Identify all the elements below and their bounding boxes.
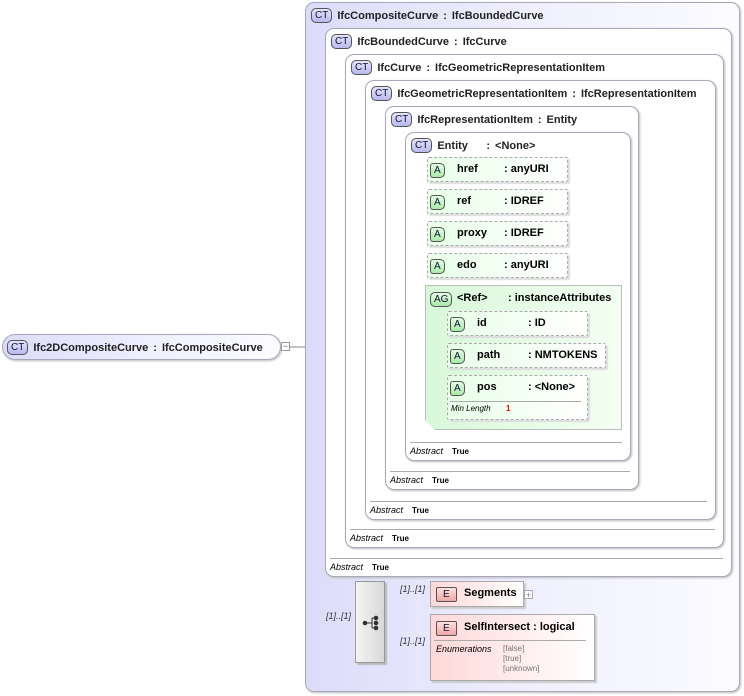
- type-name: IfcBoundedCurve: [357, 35, 450, 48]
- abstract-value: True: [432, 476, 449, 485]
- attribute-badge-icon: A: [430, 259, 445, 274]
- abstract-label: Abstract: [350, 533, 384, 543]
- abstract-value: True: [452, 447, 469, 456]
- attribute-group-type: instanceAttributes: [514, 292, 612, 304]
- enum-value: [true]: [503, 654, 522, 663]
- enum-value: [false]: [503, 644, 525, 653]
- attribute-badge-icon: A: [430, 163, 445, 178]
- complex-type-badge-icon: CT: [371, 86, 393, 101]
- base-type: IfcCurve: [462, 35, 507, 48]
- complex-type-badge-icon: CT: [311, 8, 333, 23]
- element-cardinality: [1]..[1]: [400, 584, 426, 594]
- sequence-cardinality: [1]..[1]: [326, 611, 352, 621]
- attribute-name: id: [477, 317, 487, 329]
- base-type: <None>: [495, 139, 536, 152]
- complex-type-badge-icon: CT: [7, 340, 29, 355]
- type-name: Ifc2DCompositeCurve: [33, 341, 149, 354]
- enumerations-label: Enumerations: [436, 644, 492, 654]
- abstract-label: Abstract: [330, 562, 364, 572]
- base-type: Entity: [546, 113, 578, 126]
- attribute-name: ref: [457, 195, 472, 207]
- sequence-compositor[interactable]: [355, 581, 385, 663]
- element-name: SelfIntersect: [464, 621, 531, 633]
- attribute-badge-icon: A: [450, 381, 465, 396]
- attribute-badge-icon: A: [430, 227, 445, 242]
- base-type: IfcGeometricRepresentationItem: [435, 61, 605, 74]
- complex-type-badge-icon: CT: [351, 60, 373, 75]
- complex-type-badge-icon: CT: [331, 34, 353, 49]
- expand-icon[interactable]: +: [524, 590, 533, 600]
- element-selfintersect[interactable]: E SelfIntersect : logical Enumerations […: [430, 614, 595, 681]
- element-segments[interactable]: E Segments: [430, 581, 524, 607]
- base-type: IfcBoundedCurve: [451, 9, 544, 22]
- attribute-type: NMTOKENS: [534, 349, 598, 361]
- attribute-type: IDREF: [510, 227, 544, 239]
- abstract-value: True: [412, 506, 429, 515]
- complex-type-badge-icon: CT: [391, 112, 413, 127]
- facet-label: Min Length: [451, 404, 491, 413]
- attribute-badge-icon: A: [430, 195, 445, 210]
- element-type: logical: [539, 621, 575, 633]
- type-name: IfcCompositeCurve: [337, 9, 439, 22]
- root-complex-type[interactable]: CT Ifc2DCompositeCurve: IfcCompositeCurve: [2, 334, 281, 360]
- attribute-badge-icon: A: [450, 317, 465, 332]
- abstract-value: True: [392, 534, 409, 543]
- attribute-type: anyURI: [510, 163, 549, 175]
- type-name: Entity: [437, 139, 468, 152]
- attribute-group-name: <Ref>: [457, 292, 488, 304]
- base-type: IfcCompositeCurve: [161, 341, 263, 354]
- collapse-icon[interactable]: −: [281, 341, 290, 351]
- element-badge-icon: E: [436, 621, 457, 636]
- attribute-type: ID: [534, 317, 546, 329]
- complex-type-badge-icon: CT: [411, 138, 433, 153]
- attribute-type: anyURI: [510, 259, 549, 271]
- type-name: IfcCurve: [377, 61, 422, 74]
- element-name: Segments: [464, 587, 517, 599]
- attribute-badge-icon: A: [450, 349, 465, 364]
- abstract-value: True: [372, 563, 389, 572]
- base-type: IfcRepresentationItem: [580, 87, 697, 100]
- element-badge-icon: E: [436, 587, 457, 602]
- type-name: IfcGeometricRepresentationItem: [397, 87, 568, 100]
- attribute-name: proxy: [457, 227, 487, 239]
- attribute-name: path: [477, 349, 501, 361]
- sequence-icon: [362, 615, 379, 631]
- attribute-name: pos: [477, 381, 497, 393]
- abstract-label: Abstract: [370, 505, 404, 515]
- abstract-label: Abstract: [390, 475, 424, 485]
- facet-value: 1: [506, 404, 511, 413]
- type-name: IfcRepresentationItem: [417, 113, 533, 126]
- attribute-type: <None>: [534, 381, 576, 393]
- attribute-group-badge-icon: AG: [430, 292, 452, 307]
- element-cardinality: [1]..[1]: [400, 636, 426, 646]
- attribute-type: IDREF: [510, 195, 544, 207]
- abstract-label: Abstract: [410, 446, 444, 456]
- attribute-name: href: [457, 163, 478, 175]
- attribute-name: edo: [457, 259, 477, 271]
- enum-value: [unknown]: [503, 664, 540, 673]
